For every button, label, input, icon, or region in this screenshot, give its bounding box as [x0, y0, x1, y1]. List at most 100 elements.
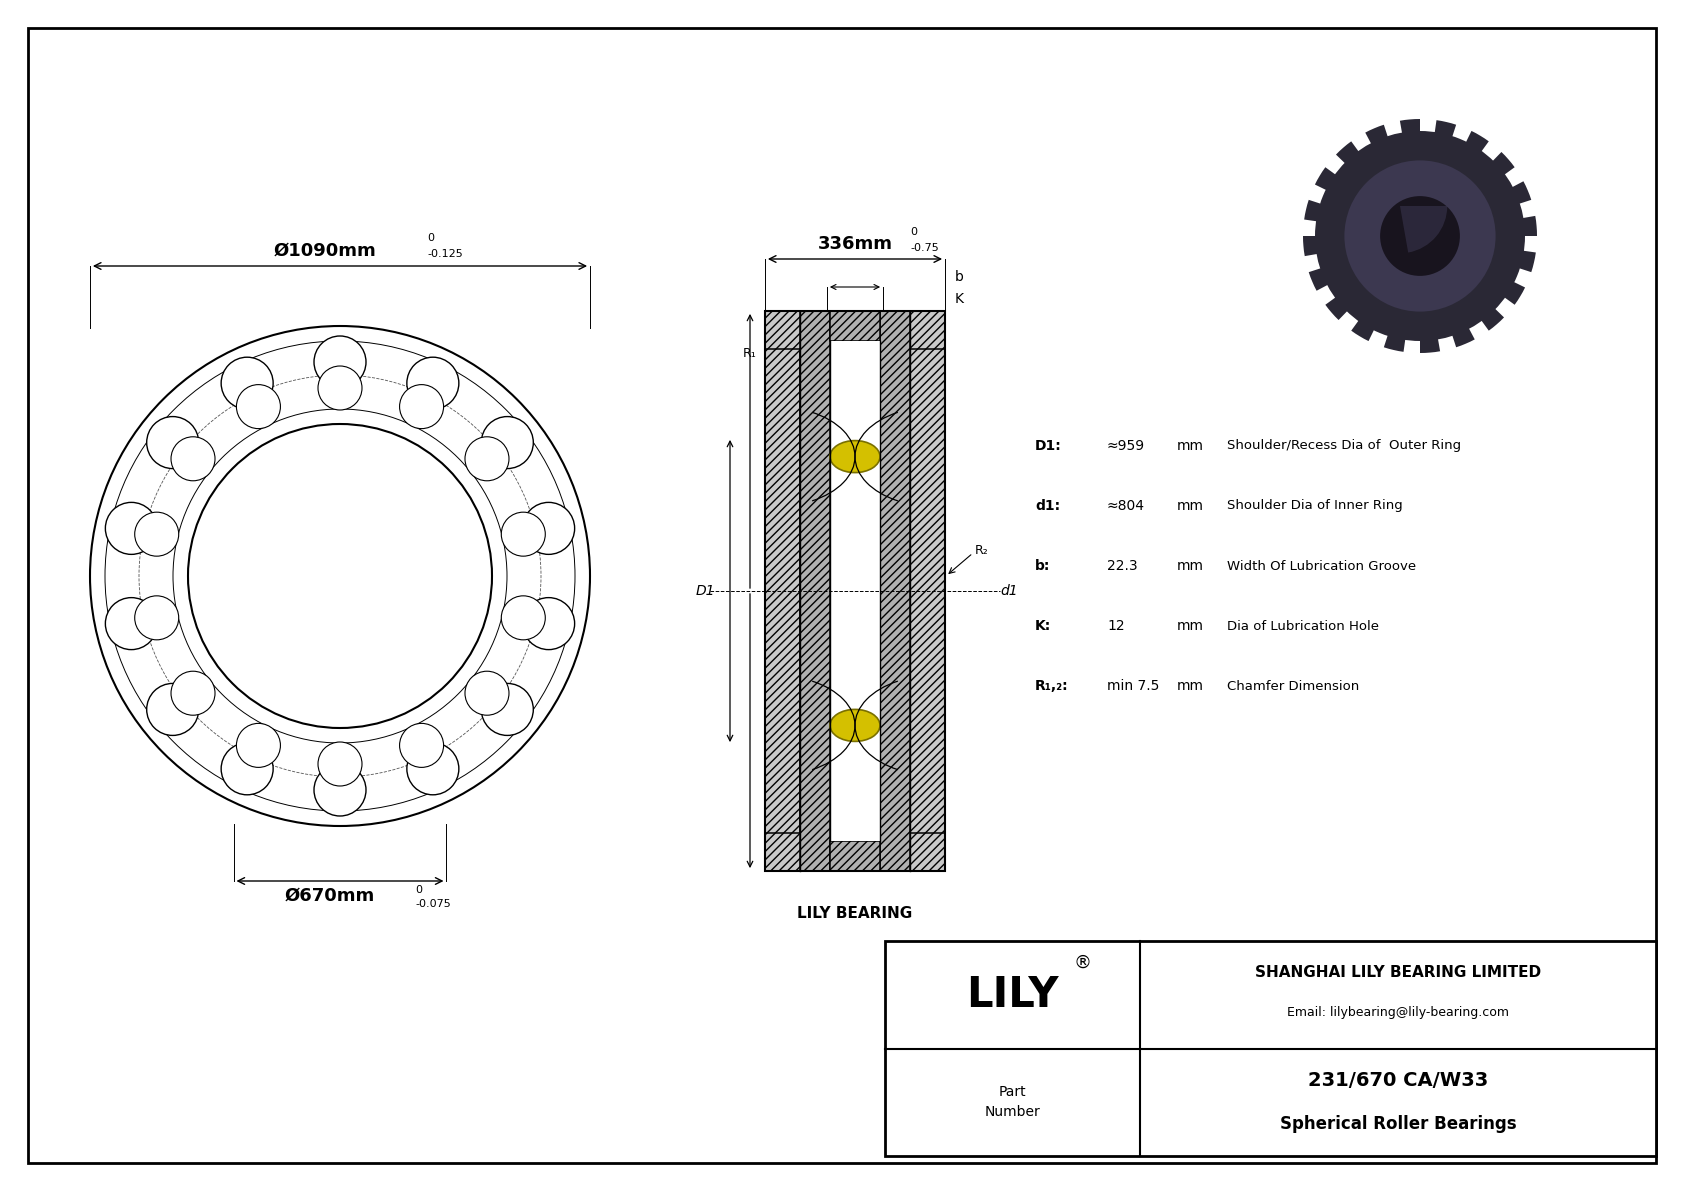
Text: LILY: LILY: [967, 974, 1059, 1016]
Text: Email: lilybearing@lily-bearing.com: Email: lilybearing@lily-bearing.com: [1287, 1006, 1509, 1019]
Ellipse shape: [830, 441, 881, 473]
Text: 231/670 CA/W33: 231/670 CA/W33: [1308, 1071, 1489, 1090]
Text: Shoulder/Recess Dia of  Outer Ring: Shoulder/Recess Dia of Outer Ring: [1228, 439, 1462, 453]
Text: Dia of Lubrication Hole: Dia of Lubrication Hole: [1228, 619, 1379, 632]
Text: Shoulder Dia of Inner Ring: Shoulder Dia of Inner Ring: [1228, 499, 1403, 512]
Text: b:: b:: [1036, 559, 1051, 573]
Circle shape: [173, 409, 507, 743]
Wedge shape: [1315, 131, 1526, 341]
Text: ≈804: ≈804: [1106, 499, 1145, 513]
Circle shape: [482, 417, 534, 468]
Bar: [886, 941, 1655, 1156]
Circle shape: [465, 437, 509, 481]
Circle shape: [482, 684, 534, 735]
Circle shape: [172, 672, 216, 716]
Wedge shape: [1366, 125, 1388, 145]
Circle shape: [189, 424, 492, 728]
Wedge shape: [1517, 250, 1536, 273]
Wedge shape: [1351, 319, 1374, 341]
Bar: [765, 311, 945, 349]
Bar: [765, 833, 945, 871]
Text: 336mm: 336mm: [817, 235, 893, 252]
Circle shape: [147, 417, 199, 468]
Bar: [830, 311, 881, 341]
Text: Width Of Lubrication Groove: Width Of Lubrication Groove: [1228, 560, 1416, 573]
Wedge shape: [1511, 181, 1531, 204]
Wedge shape: [1492, 152, 1514, 175]
Text: ®: ®: [1073, 954, 1091, 972]
Wedge shape: [1420, 337, 1440, 353]
Text: d1: d1: [1000, 584, 1017, 598]
Circle shape: [313, 336, 365, 388]
Circle shape: [408, 743, 458, 794]
Circle shape: [318, 742, 362, 786]
Text: Chamfer Dimension: Chamfer Dimension: [1228, 680, 1359, 692]
Text: SHANGHAI LILY BEARING LIMITED: SHANGHAI LILY BEARING LIMITED: [1255, 965, 1541, 980]
Text: d1:: d1:: [1036, 499, 1061, 513]
Text: ≈959: ≈959: [1106, 439, 1145, 453]
Circle shape: [502, 512, 546, 556]
Text: R₂: R₂: [975, 544, 989, 557]
Text: -0.75: -0.75: [909, 243, 938, 252]
Text: 12: 12: [1106, 619, 1125, 632]
Circle shape: [236, 385, 281, 429]
Text: -0.075: -0.075: [414, 899, 451, 909]
Circle shape: [221, 743, 273, 794]
Circle shape: [522, 503, 574, 554]
Text: R₁: R₁: [743, 347, 758, 360]
Text: K:: K:: [1036, 619, 1051, 632]
Text: 0: 0: [428, 233, 434, 243]
Wedge shape: [1335, 142, 1359, 164]
Text: 0: 0: [414, 885, 423, 894]
Circle shape: [135, 512, 179, 556]
Circle shape: [313, 763, 365, 816]
Bar: [909, 311, 945, 871]
Text: D1: D1: [695, 584, 716, 598]
Circle shape: [147, 684, 199, 735]
Circle shape: [172, 437, 216, 481]
Text: b: b: [955, 270, 963, 283]
Circle shape: [106, 598, 157, 649]
Text: Part
Number: Part Number: [985, 1085, 1041, 1120]
Bar: [881, 311, 909, 871]
Circle shape: [399, 385, 443, 429]
Wedge shape: [1465, 131, 1489, 152]
Bar: [800, 349, 909, 833]
Circle shape: [1381, 197, 1460, 276]
Wedge shape: [1399, 206, 1447, 252]
Text: -0.125: -0.125: [428, 249, 463, 258]
Text: Ø670mm: Ø670mm: [285, 887, 376, 905]
Text: min 7.5: min 7.5: [1106, 679, 1159, 693]
Ellipse shape: [830, 710, 881, 742]
Text: mm: mm: [1177, 679, 1204, 693]
Wedge shape: [1480, 307, 1504, 331]
Text: mm: mm: [1177, 499, 1204, 513]
Bar: [830, 341, 881, 841]
Circle shape: [408, 357, 458, 410]
Bar: [800, 311, 830, 871]
Text: 22.3: 22.3: [1106, 559, 1138, 573]
Circle shape: [89, 326, 589, 827]
Text: Ø1090mm: Ø1090mm: [273, 242, 377, 260]
Circle shape: [104, 341, 574, 811]
Circle shape: [318, 366, 362, 410]
Wedge shape: [1303, 200, 1322, 222]
Wedge shape: [1399, 119, 1420, 135]
Wedge shape: [1384, 333, 1406, 351]
Circle shape: [221, 357, 273, 410]
Wedge shape: [1452, 328, 1475, 348]
Bar: [830, 841, 881, 871]
Bar: [765, 311, 945, 871]
Bar: [765, 311, 800, 871]
Circle shape: [236, 723, 281, 767]
Circle shape: [465, 672, 509, 716]
Wedge shape: [1315, 167, 1337, 191]
Text: mm: mm: [1177, 559, 1204, 573]
Wedge shape: [1504, 281, 1526, 305]
Text: LILY BEARING: LILY BEARING: [798, 906, 913, 921]
Circle shape: [106, 503, 157, 554]
Wedge shape: [1303, 236, 1319, 256]
Text: D1:: D1:: [1036, 439, 1061, 453]
Text: mm: mm: [1177, 439, 1204, 453]
Text: R₁,₂:: R₁,₂:: [1036, 679, 1069, 693]
